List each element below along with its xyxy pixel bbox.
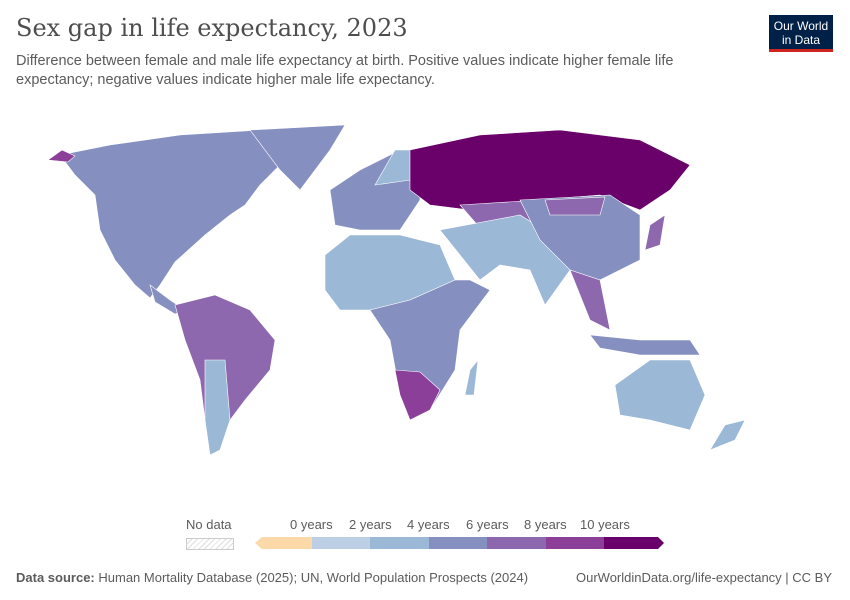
country-southern-africa[interactable]	[394, 369, 441, 421]
legend: No data 0 years 2 years 4 years 6 years …	[0, 517, 850, 557]
source-label: Data source:	[16, 570, 95, 585]
chart-title: Sex gap in life expectancy, 2023	[16, 14, 408, 42]
legend-bin-below-0	[255, 537, 312, 549]
world-map[interactable]	[0, 110, 850, 470]
legend-tick-6: 6 years	[466, 517, 509, 532]
source-text: Human Mortality Database (2025); UN, Wor…	[98, 570, 529, 585]
country-alaska-purple[interactable]	[47, 149, 76, 163]
legend-bin-2-4	[370, 537, 429, 549]
country-new-zealand[interactable]	[709, 419, 746, 451]
country-greenland[interactable]	[249, 124, 346, 191]
country-mongolia[interactable]	[544, 196, 606, 216]
legend-bin-above-10	[604, 537, 664, 549]
legend-tick-0: 0 years	[290, 517, 333, 532]
footer-link[interactable]: OurWorldinData.org/life-expectancy | CC …	[575, 570, 832, 585]
country-south-america[interactable]	[174, 294, 276, 421]
country-south-america-south[interactable]	[204, 359, 231, 456]
country-russia[interactable]	[409, 129, 691, 211]
legend-tick-4: 4 years	[407, 517, 450, 532]
country-china[interactable]	[519, 194, 641, 281]
country-north-america[interactable]	[59, 129, 301, 299]
country-indonesia[interactable]	[589, 334, 701, 356]
data-source: Data source: Human Mortality Database (2…	[16, 570, 528, 585]
owid-logo[interactable]: Our World in Data	[769, 15, 833, 52]
legend-tick-10: 10 years	[580, 517, 630, 532]
country-australia[interactable]	[614, 359, 706, 431]
legend-bin-8-10	[546, 537, 604, 549]
legend-color-bar	[255, 537, 664, 549]
legend-bin-6-8	[487, 537, 546, 549]
legend-no-data-label: No data	[186, 517, 232, 532]
legend-no-data-swatch	[186, 538, 234, 550]
country-japan[interactable]	[644, 214, 666, 251]
country-madagascar[interactable]	[464, 358, 479, 396]
chart-subtitle: Difference between female and male life …	[16, 53, 674, 88]
legend-tick-2: 2 years	[349, 517, 392, 532]
legend-tick-8: 8 years	[524, 517, 567, 532]
legend-bin-0-2	[312, 537, 370, 549]
country-se-asia[interactable]	[569, 269, 611, 331]
legend-bin-4-6	[429, 537, 487, 549]
